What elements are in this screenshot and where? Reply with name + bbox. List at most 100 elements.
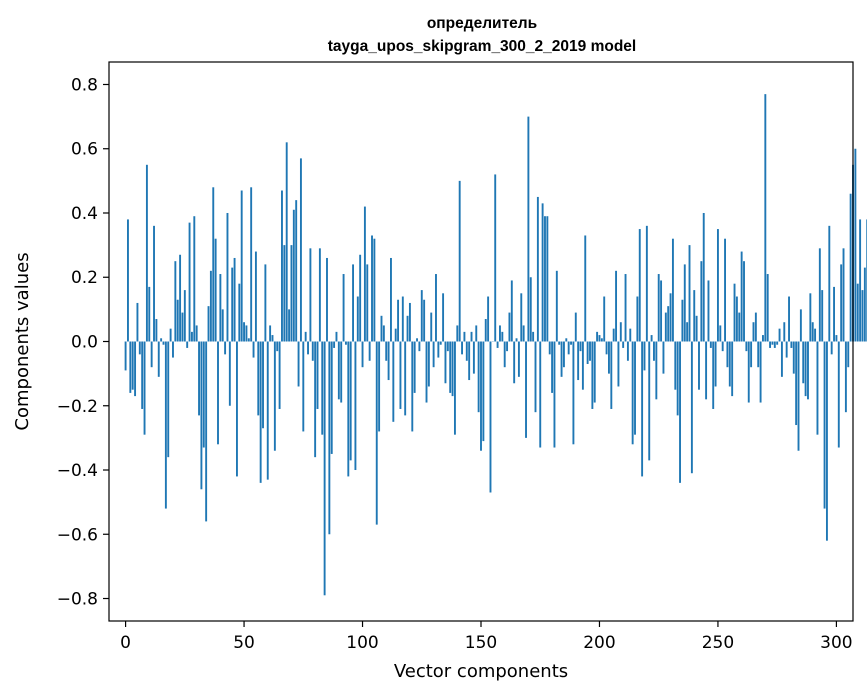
bar-126 — [423, 299, 426, 342]
bar-13 — [155, 319, 158, 342]
bar-196 — [589, 341, 591, 361]
bar-26 — [186, 341, 189, 348]
y-tick-label: −0.4 — [57, 461, 98, 481]
bar-19 — [169, 328, 172, 342]
y-tick-label: 0.8 — [71, 75, 98, 95]
bar-275 — [776, 341, 779, 345]
bar-286 — [802, 341, 805, 384]
bar-113 — [392, 341, 395, 422]
bar-34 — [205, 341, 208, 522]
bar-101 — [363, 206, 366, 342]
bar-68 — [285, 142, 288, 342]
bar-138 — [451, 341, 454, 397]
bar-301 — [837, 341, 840, 448]
bar-188 — [570, 341, 572, 345]
bar-204 — [608, 341, 610, 374]
bar-189 — [572, 341, 575, 445]
bar-136 — [446, 341, 449, 352]
bar-27 — [188, 222, 191, 342]
bar-167 — [520, 293, 523, 342]
bar-185 — [562, 341, 565, 368]
y-axis-ticks: −0.8 −0.6 −0.4 −0.2 0.0 0.2 0.4 0.6 0.8 — [57, 75, 109, 610]
bar-192 — [579, 341, 582, 352]
bar-238 — [688, 245, 691, 342]
bar-156 — [494, 174, 497, 342]
bar-102 — [366, 264, 369, 342]
bar-160 — [503, 341, 506, 368]
bar-148 — [475, 325, 478, 342]
bar-215 — [634, 341, 636, 435]
bar-10 — [148, 286, 151, 342]
bar-180 — [551, 341, 554, 393]
bar-227 — [662, 341, 665, 374]
bar-139 — [453, 341, 456, 435]
bar-217 — [638, 229, 641, 342]
bar-250 — [716, 229, 719, 342]
bar-251 — [719, 325, 722, 342]
bar-290 — [811, 322, 814, 342]
bar-131 — [435, 274, 437, 342]
bar-41 — [221, 309, 224, 342]
bar-114 — [394, 328, 397, 342]
x-tick-label: 200 — [583, 633, 615, 653]
bar-149 — [477, 341, 480, 413]
bar-39 — [217, 341, 219, 445]
bar-50 — [243, 322, 246, 342]
x-tick-label: 150 — [465, 633, 497, 653]
bar-292 — [816, 341, 819, 435]
bar-54 — [252, 341, 255, 358]
bar-4 — [134, 341, 137, 397]
bar-270 — [764, 94, 767, 342]
bar-81 — [316, 341, 319, 409]
bar-56 — [257, 341, 260, 416]
bar-79 — [311, 341, 314, 361]
bar-30 — [195, 325, 198, 342]
bar-182 — [555, 270, 558, 342]
bar-288 — [807, 341, 809, 400]
y-tick-label: −0.2 — [57, 397, 98, 417]
bar-259 — [738, 312, 741, 342]
bar-219 — [643, 341, 646, 371]
bar-75 — [302, 341, 305, 432]
bar-273 — [771, 341, 774, 345]
bar-306 — [849, 193, 852, 342]
bar-109 — [382, 325, 385, 342]
bar-94 — [347, 341, 350, 477]
bar-12 — [153, 225, 155, 342]
bar-256 — [731, 341, 734, 397]
bar-202 — [603, 296, 606, 342]
bar-258 — [735, 296, 738, 342]
bar-263 — [747, 341, 750, 403]
bar-234 — [679, 341, 681, 483]
bar-73 — [297, 341, 300, 387]
bar-96 — [352, 264, 354, 342]
y-tick-label: 0.0 — [71, 333, 98, 353]
bar-83 — [321, 341, 324, 435]
bar-199 — [596, 331, 599, 342]
bar-266 — [754, 312, 757, 342]
bar-143 — [463, 331, 466, 342]
bar-42 — [224, 341, 227, 355]
bar-152 — [484, 319, 487, 342]
bar-53 — [250, 187, 253, 342]
bar-95 — [349, 341, 352, 461]
bar-271 — [766, 274, 769, 342]
bar-244 — [702, 212, 705, 342]
bar-3 — [131, 341, 134, 390]
bar-6 — [138, 341, 141, 355]
bar-55 — [254, 251, 257, 342]
bar-32 — [200, 341, 203, 490]
bar-43 — [226, 212, 229, 342]
bar-193 — [581, 341, 584, 390]
x-tick-label: 300 — [820, 633, 852, 653]
bar-174 — [536, 196, 539, 342]
bar-296 — [825, 341, 828, 541]
x-tick-label: 250 — [702, 633, 734, 653]
bar-115 — [397, 299, 400, 342]
bar-236 — [683, 264, 686, 342]
y-tick-label: 0.4 — [71, 204, 98, 224]
bar-36 — [209, 270, 212, 342]
bar-38 — [214, 238, 217, 342]
bar-121 — [411, 341, 414, 432]
